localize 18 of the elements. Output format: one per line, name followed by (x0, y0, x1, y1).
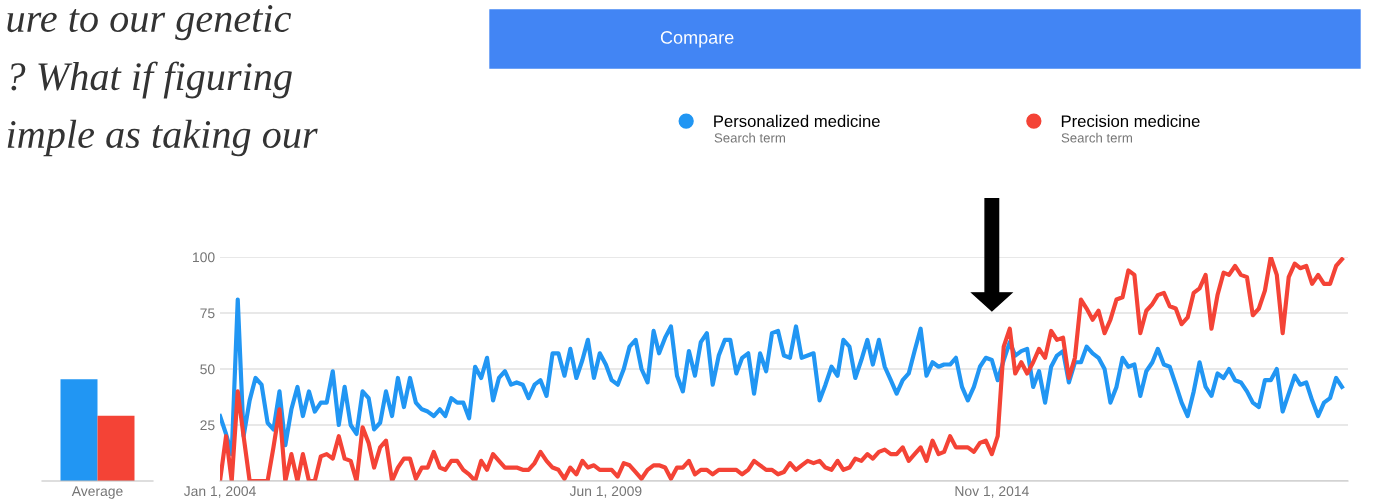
text: Search term (714, 132, 785, 143)
x-tick-label: Nov 1, 2014 (955, 486, 1029, 498)
legend-label: Precision medicine (1061, 114, 1200, 128)
x-tick-label: Jun 1, 2009 (569, 486, 642, 498)
chart-title: Compare (660, 31, 734, 48)
text: ? What if figuring (11, 61, 292, 99)
y-tick-label: 50 (200, 364, 215, 375)
line-series (220, 297, 1345, 457)
x-tick-label: Average (71, 486, 123, 499)
y-tick-label: 25 (200, 420, 215, 431)
text: ure to our genetic (7, 5, 292, 41)
x-tick-label: Jan 1, 2004 (183, 486, 256, 498)
line-series (220, 257, 1345, 481)
y-tick-label: 75 (200, 308, 215, 319)
text: Search term (1061, 132, 1132, 143)
legend-label: Personalized medicine (714, 114, 880, 128)
text: imple as taking our (7, 119, 318, 157)
y-tick-label: 100 (193, 252, 215, 263)
